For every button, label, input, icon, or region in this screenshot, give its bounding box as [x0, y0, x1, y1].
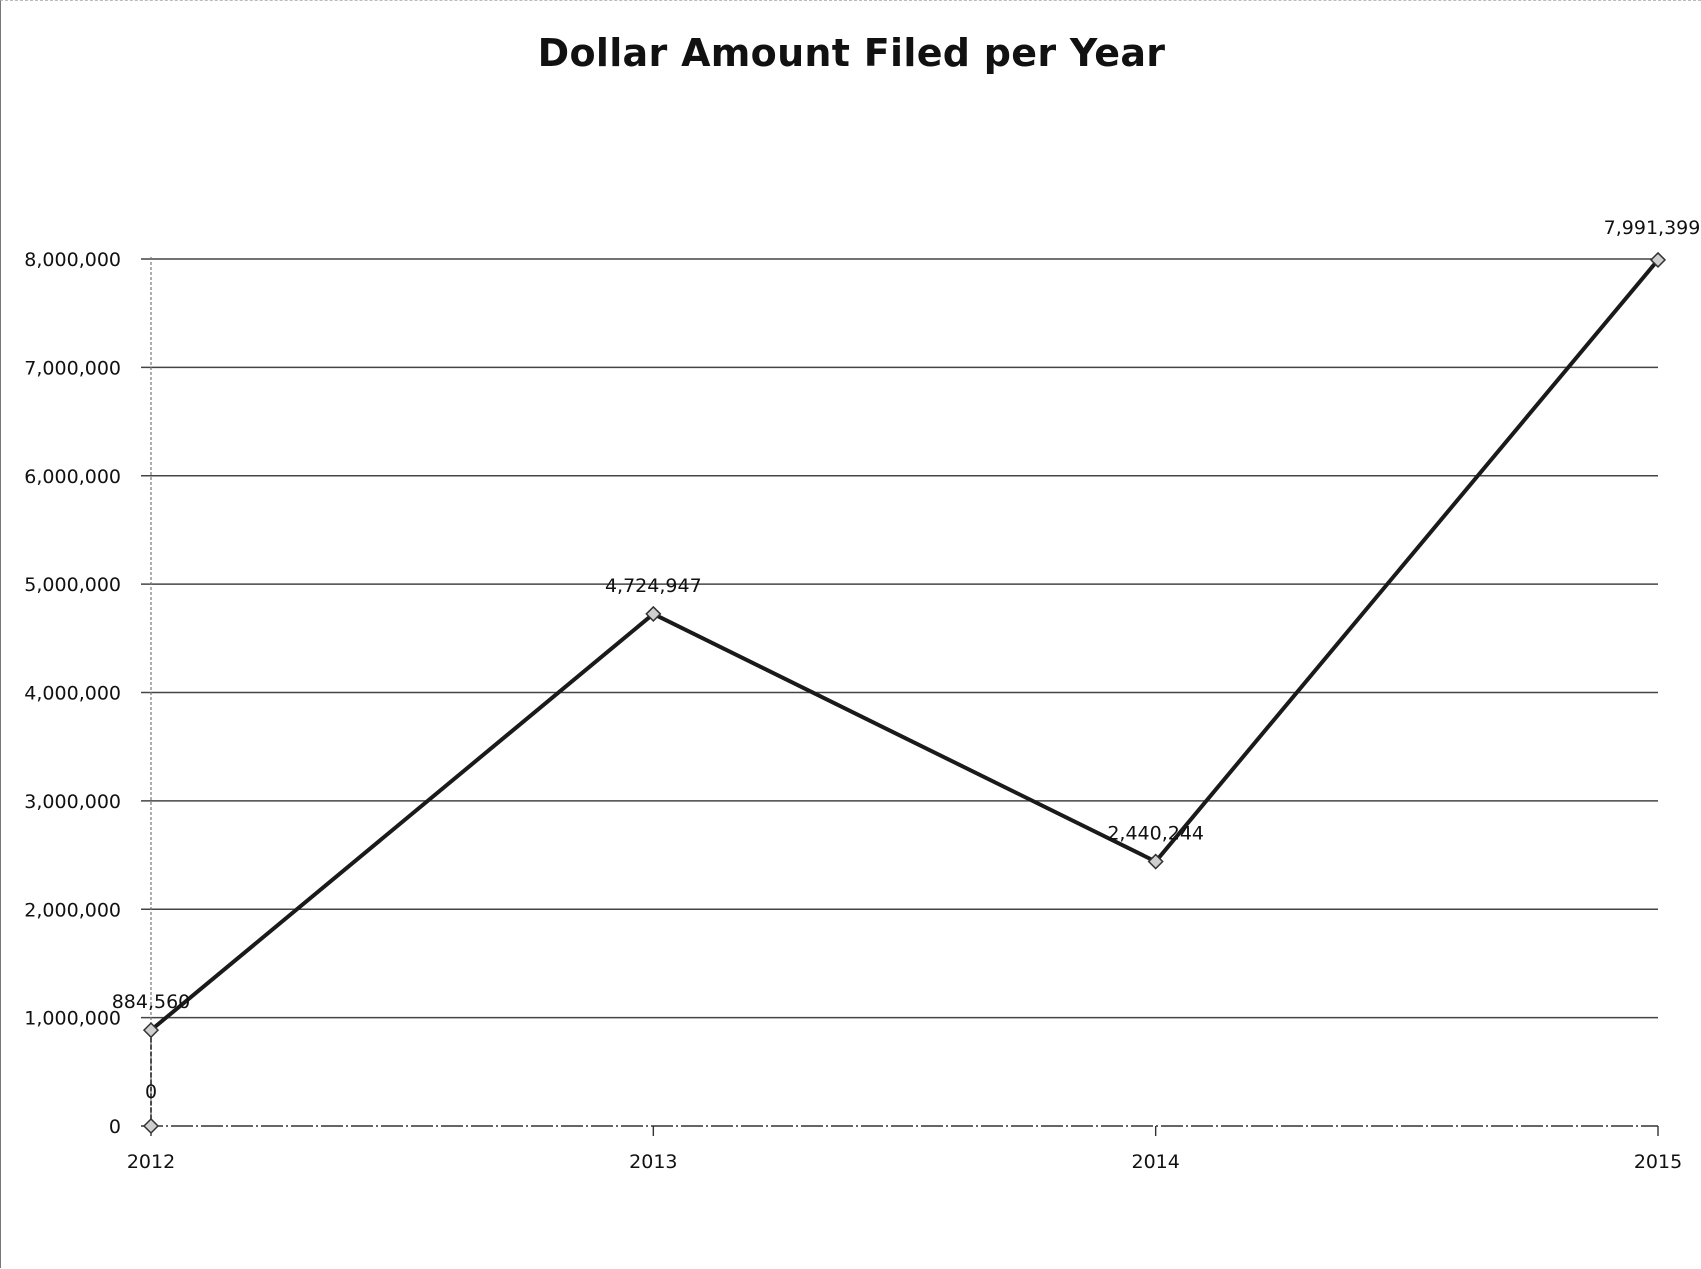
data-point-marker [142, 1117, 160, 1135]
data-point-marker [645, 605, 662, 622]
y-tick-label: 7,000,000 [24, 357, 121, 379]
data-label: 4,724,947 [605, 575, 702, 597]
y-tick-label: 6,000,000 [24, 466, 121, 488]
x-tick-label: 2013 [629, 1151, 677, 1173]
data-point-marker [142, 1022, 160, 1039]
y-tick-label: 1,000,000 [24, 1008, 121, 1030]
data-label: 2,440,244 [1107, 823, 1204, 845]
y-tick-label: 4,000,000 [24, 683, 121, 705]
y-tick-label: 3,000,000 [24, 791, 121, 813]
data-label: 0 [145, 1081, 157, 1103]
data-point-marker [1147, 853, 1164, 870]
data-label: 7,991,399 [1604, 217, 1701, 239]
data-point-marker [1649, 251, 1667, 268]
series-line-segment [149, 611, 656, 1033]
y-tick-label: 2,000,000 [24, 899, 121, 921]
chart-title: Dollar Amount Filed per Year [537, 31, 1166, 75]
y-tick-label: 8,000,000 [24, 249, 121, 271]
data-label: 884,560 [112, 991, 191, 1013]
series-line-segment [1153, 257, 1660, 864]
x-tick-label: 2012 [127, 1151, 175, 1173]
x-tick-label: 2015 [1634, 1151, 1682, 1173]
y-tick-label: 5,000,000 [24, 574, 121, 596]
series-line-segment [651, 611, 1158, 864]
y-tick-label: 0 [109, 1116, 121, 1138]
x-tick-label: 2014 [1131, 1151, 1179, 1173]
